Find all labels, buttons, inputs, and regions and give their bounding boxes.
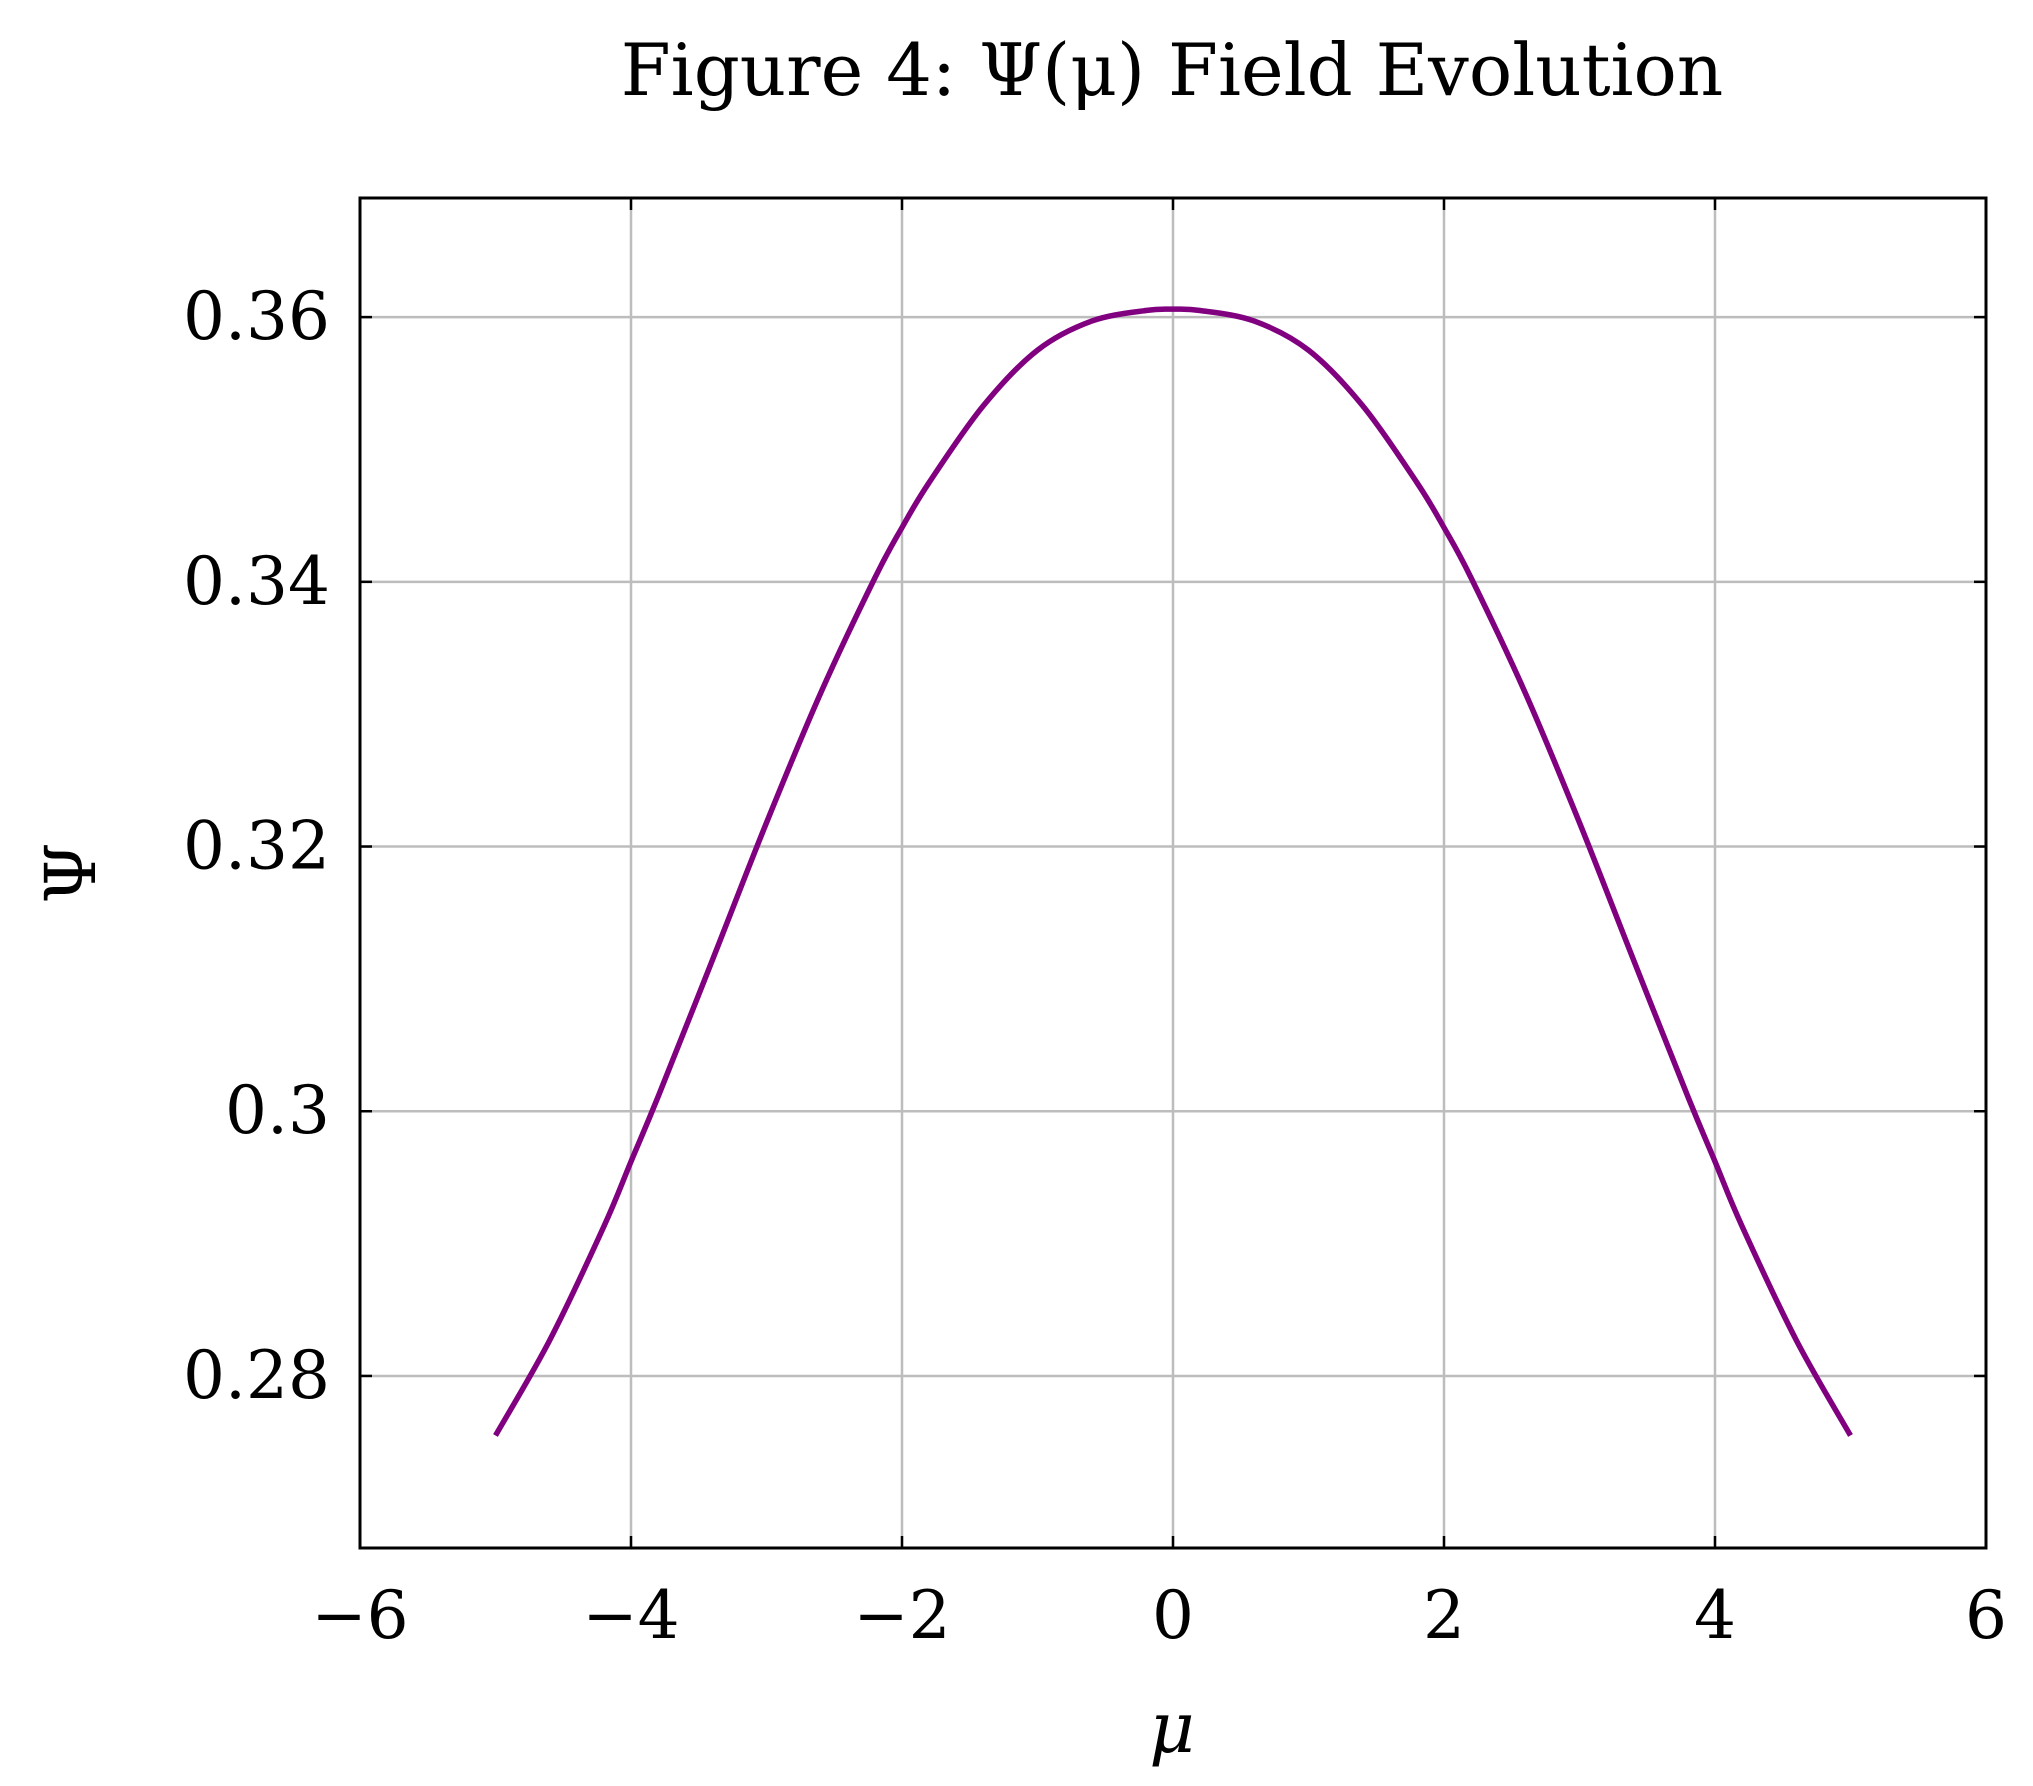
x-tick-label: −6 — [311, 1577, 408, 1654]
series-lines — [493, 306, 1853, 1437]
x-tick-label: 0 — [1152, 1577, 1194, 1654]
grid-lines — [360, 198, 1986, 1548]
y-axis-label: Ψ — [30, 842, 112, 903]
y-tick-label: 0.36 — [183, 278, 330, 355]
plot-frame — [358, 196, 1988, 1550]
x-axis-label: μ — [1149, 1687, 1195, 1769]
x-tick-label: 4 — [1694, 1577, 1736, 1654]
chart-title: Figure 4: Ψ(μ) Field Evolution — [621, 28, 1724, 112]
y-tick-label: 0.3 — [225, 1072, 330, 1149]
y-tick-label: 0.28 — [183, 1337, 330, 1414]
x-tick-label: −2 — [853, 1577, 950, 1654]
y-tick-label: 0.34 — [183, 543, 330, 620]
x-tick-label: 2 — [1423, 1577, 1465, 1654]
x-tick-labels: −6 −4 −2 0 2 4 6 — [311, 1577, 2007, 1654]
x-tick-label: −4 — [582, 1577, 679, 1654]
y-tick-labels: 0.28 0.3 0.32 0.34 0.36 — [183, 278, 330, 1414]
y-tick-label: 0.32 — [183, 808, 330, 885]
x-tick-label: 6 — [1965, 1577, 2007, 1654]
series-line — [493, 306, 1853, 1437]
